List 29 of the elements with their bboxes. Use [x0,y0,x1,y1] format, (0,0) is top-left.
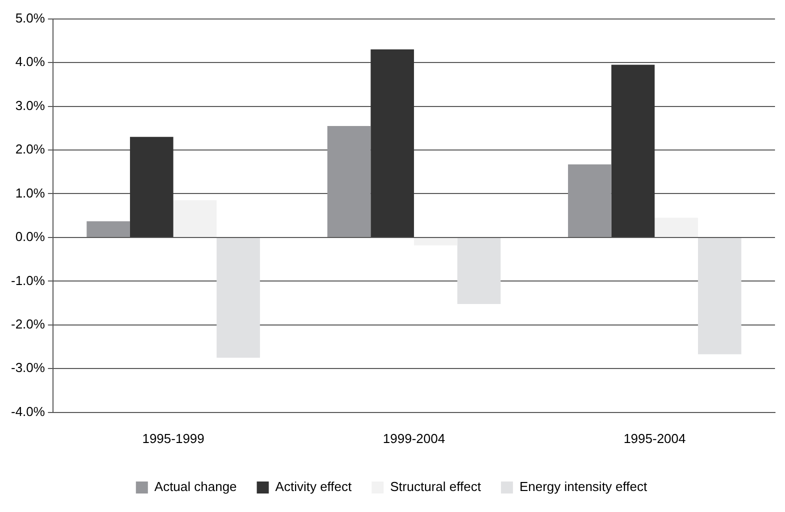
bar [86,221,130,237]
bar [370,49,414,237]
bar [130,136,174,237]
legend-label: Activity effect [275,479,352,494]
y-tick-label: -1.0% [10,272,46,288]
legend-label: Actual change [154,479,237,494]
y-tick-label: 5.0% [15,10,46,26]
y-tick-label: 3.0% [15,98,46,113]
x-tick-label: 1995-1999 [142,430,204,446]
bar [611,64,655,237]
y-tick-label: 2.0% [15,142,46,157]
x-tick-label: 1999-2004 [382,430,446,446]
y-tick-label: -2.0% [10,316,46,332]
bar [327,126,371,237]
y-tick-label: 1.0% [15,185,46,200]
bar [457,238,501,304]
bar [568,164,612,237]
bar [654,218,698,237]
legend-label: Structural effect [390,479,482,494]
bar [698,238,742,354]
y-tick-label: 0.0% [15,229,46,244]
x-tick-label: 1995-2004 [624,430,686,446]
y-tick-label: -3.0% [10,360,46,376]
y-tick-label: -4.0% [10,404,46,419]
legend-label: Energy intensity effect [519,479,648,494]
y-tick-label: 4.0% [15,54,46,70]
bar [173,200,217,237]
bar [414,238,458,246]
bar [216,238,260,358]
